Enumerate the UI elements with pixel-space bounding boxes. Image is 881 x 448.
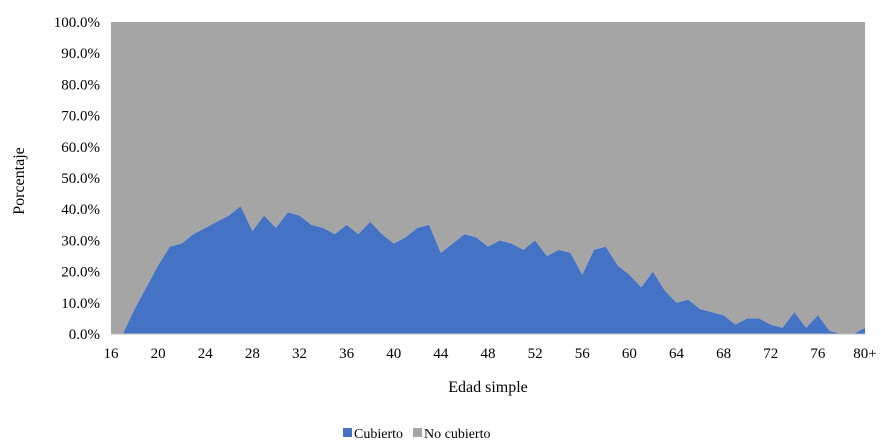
x-tick-label: 56 (575, 346, 591, 362)
x-tick-label: 72 (763, 346, 778, 362)
x-tick-label: 48 (481, 346, 496, 362)
x-tick-label: 40 (386, 346, 401, 362)
y-tick-label: 80.0% (61, 77, 100, 93)
legend-label-no-cubierto: No cubierto (424, 427, 490, 442)
x-tick-label: 32 (292, 346, 307, 362)
y-axis-ticks: 0.0% 10.0% 20.0% 30.0% 40.0% 50.0% 60.0% 70.0% 8… (54, 15, 100, 343)
area-cubierto (111, 206, 865, 334)
y-tick-label: 0.0% (69, 327, 100, 343)
x-tick-label: 16 (104, 346, 120, 362)
area-no-cubierto (111, 22, 865, 334)
legend-label-cubierto: Cubierto (354, 427, 403, 442)
x-tick-label: 20 (151, 346, 166, 362)
y-tick-label: 100.0% (54, 15, 100, 31)
x-tick-label: 24 (198, 346, 214, 362)
y-tick-label: 70.0% (61, 109, 100, 125)
y-tick-label: 60.0% (61, 140, 100, 156)
y-tick-label: 90.0% (61, 46, 100, 62)
x-tick-label: 76 (810, 346, 826, 362)
legend: Cubierto No cubierto (343, 427, 490, 442)
x-tick-label: 60 (622, 346, 637, 362)
plot-area (111, 22, 865, 335)
x-tick-label: 44 (433, 346, 449, 362)
legend-swatch-cubierto (343, 428, 352, 437)
x-axis-ticks: 16 20 24 28 32 36 40 44 48 52 56 60 64 68 72 76 80+ (104, 346, 877, 362)
x-tick-label: 68 (716, 346, 731, 362)
x-tick-label: 80+ (853, 346, 876, 362)
x-tick-label: 52 (528, 346, 543, 362)
y-axis-title: Porcentaje (11, 147, 28, 215)
y-tick-label: 40.0% (61, 202, 100, 218)
y-tick-label: 10.0% (61, 296, 100, 312)
y-tick-label: 50.0% (61, 171, 100, 187)
y-tick-label: 30.0% (61, 233, 100, 249)
x-tick-label: 36 (339, 346, 355, 362)
x-axis-title: Edad simple (448, 379, 528, 396)
x-tick-label: 64 (669, 346, 685, 362)
x-tick-label: 28 (245, 346, 260, 362)
legend-swatch-no-cubierto (413, 428, 422, 437)
y-tick-label: 20.0% (61, 265, 100, 281)
